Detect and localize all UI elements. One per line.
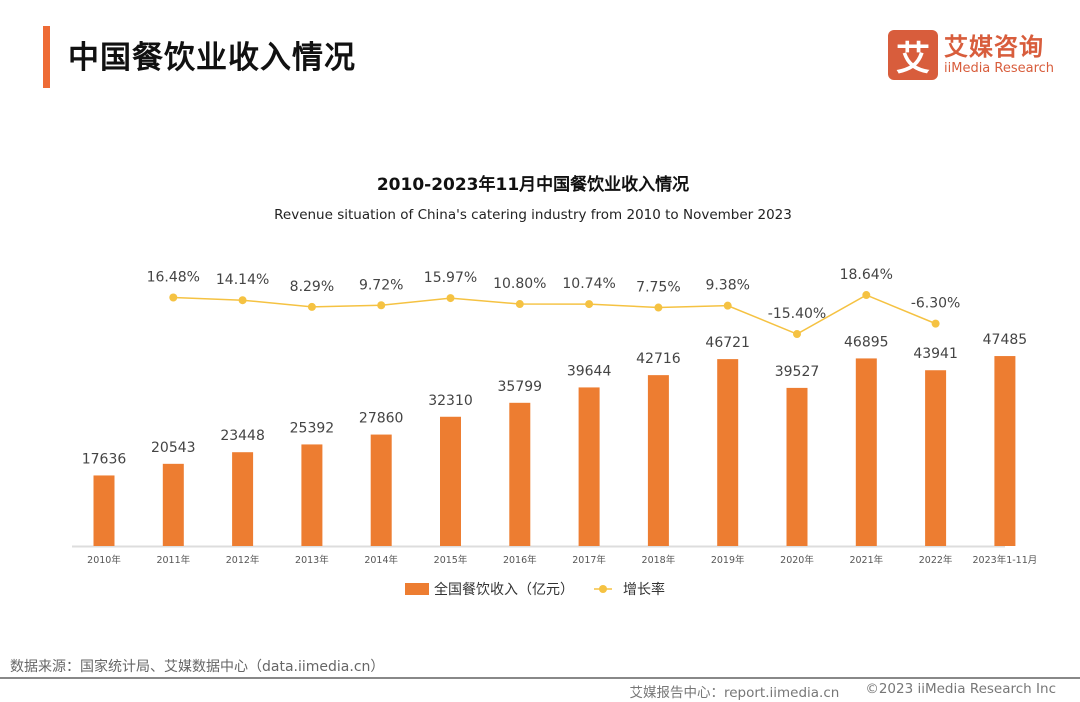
growth-rate-label: 7.75% <box>636 280 680 296</box>
page-title: 中国餐饮业收入情况 <box>68 40 356 76</box>
growth-rate-point <box>515 300 524 309</box>
bar <box>647 375 669 546</box>
bar-value-label: 39644 <box>567 363 612 379</box>
bar <box>370 434 392 546</box>
growth-rate-point <box>377 301 386 310</box>
bar <box>578 387 600 546</box>
bar <box>717 359 739 546</box>
growth-rate-point <box>238 296 247 305</box>
logo: 艾 艾媒咨询 iiMedia Research <box>888 30 1054 80</box>
bar-value-label: 20543 <box>151 440 196 456</box>
x-tick-label: 2010年 <box>87 554 121 566</box>
bar <box>93 475 115 546</box>
bar-value-label: 32310 <box>428 393 473 409</box>
bar <box>301 444 323 546</box>
growth-rate-point <box>793 330 801 339</box>
x-tick-label: 2013年 <box>295 554 329 566</box>
growth-rate-point <box>723 301 732 310</box>
bar-value-label: 35799 <box>498 379 543 395</box>
bar-value-label: 17636 <box>82 451 127 467</box>
x-tick-label: 2019年 <box>711 554 745 566</box>
growth-rate-label: 8.29% <box>290 279 334 295</box>
bar-value-label: 25392 <box>290 420 335 436</box>
footer-divider <box>0 677 1080 679</box>
growth-rate-label: -15.40% <box>768 306 826 322</box>
legend-bar-label: 全国餐饮收入（亿元） <box>434 581 574 598</box>
growth-rate-label: 14.14% <box>216 272 269 288</box>
legend: 全国餐饮收入（亿元） 增长率 <box>405 581 665 598</box>
bar-value-label: 46721 <box>705 335 750 351</box>
growth-rate-point <box>585 300 594 309</box>
bar-value-label: 47485 <box>983 332 1028 348</box>
legend-line-marker <box>599 585 607 593</box>
bar <box>509 402 531 546</box>
bar <box>440 416 461 546</box>
logo-cn: 艾媒咨询 <box>944 33 1044 61</box>
growth-rate-label: 9.72% <box>359 277 403 293</box>
growth-rate-point <box>931 319 940 328</box>
logo-mark: 艾 <box>888 30 938 80</box>
growth-rate-label: 16.48% <box>147 270 200 286</box>
growth-rate-label: -6.30% <box>911 296 961 312</box>
data-source: 数据来源：国家统计局、艾媒数据中心（data.iimedia.cn） <box>10 659 385 675</box>
growth-rate-point <box>169 293 178 302</box>
bar <box>232 452 254 546</box>
bar-value-label: 42716 <box>636 351 681 367</box>
report-link[interactable]: 艾媒报告中心：report.iimedia.cn <box>629 685 840 701</box>
x-tick-label: 2017年 <box>572 554 606 566</box>
chart-title: 2010-2023年11月中国餐饮业收入情况 <box>377 174 689 195</box>
bar-value-label: 23448 <box>220 428 265 444</box>
bar <box>855 358 877 546</box>
chart-subtitle: Revenue situation of China's catering in… <box>274 207 792 223</box>
bar <box>786 387 808 546</box>
bar-value-label: 46895 <box>844 334 889 350</box>
logo-en: iiMedia Research <box>944 61 1055 76</box>
bar-value-label: 39527 <box>775 364 820 380</box>
x-tick-label: 2023年1-11月 <box>973 554 1038 566</box>
growth-rate-label: 9.38% <box>705 278 749 294</box>
growth-rate-line <box>173 294 936 335</box>
growth-rate-point <box>446 294 455 303</box>
growth-rate-label: 18.64% <box>840 267 893 283</box>
x-tick-label: 2012年 <box>226 554 260 566</box>
x-tick-label: 2011年 <box>156 554 190 566</box>
growth-rate-point <box>654 303 663 312</box>
bar <box>994 356 1016 546</box>
x-tick-label: 2020年 <box>780 554 814 566</box>
x-tick-label: 2014年 <box>364 554 398 566</box>
x-tick-label: 2015年 <box>434 554 468 566</box>
growth-rate-label: 15.97% <box>424 270 477 286</box>
growth-rate-point <box>862 291 871 300</box>
bar-value-label: 43941 <box>913 346 958 362</box>
copyright: ©2023 iiMedia Research Inc <box>865 681 1056 697</box>
x-tick-label: 2018年 <box>642 554 676 566</box>
bar <box>162 463 184 546</box>
growth-rate-label: 10.80% <box>493 276 546 292</box>
growth-rate-label: 10.74% <box>562 276 615 292</box>
growth-rate-point <box>307 302 316 311</box>
x-tick-label: 2021年 <box>849 554 883 566</box>
bar-value-label: 27860 <box>359 411 404 427</box>
title-accent-bar <box>43 26 50 88</box>
legend-bar-swatch <box>405 583 429 595</box>
bar <box>925 370 947 546</box>
legend-line-label: 增长率 <box>623 581 665 598</box>
x-tick-label: 2022年 <box>919 554 953 566</box>
x-tick-label: 2016年 <box>503 554 537 566</box>
